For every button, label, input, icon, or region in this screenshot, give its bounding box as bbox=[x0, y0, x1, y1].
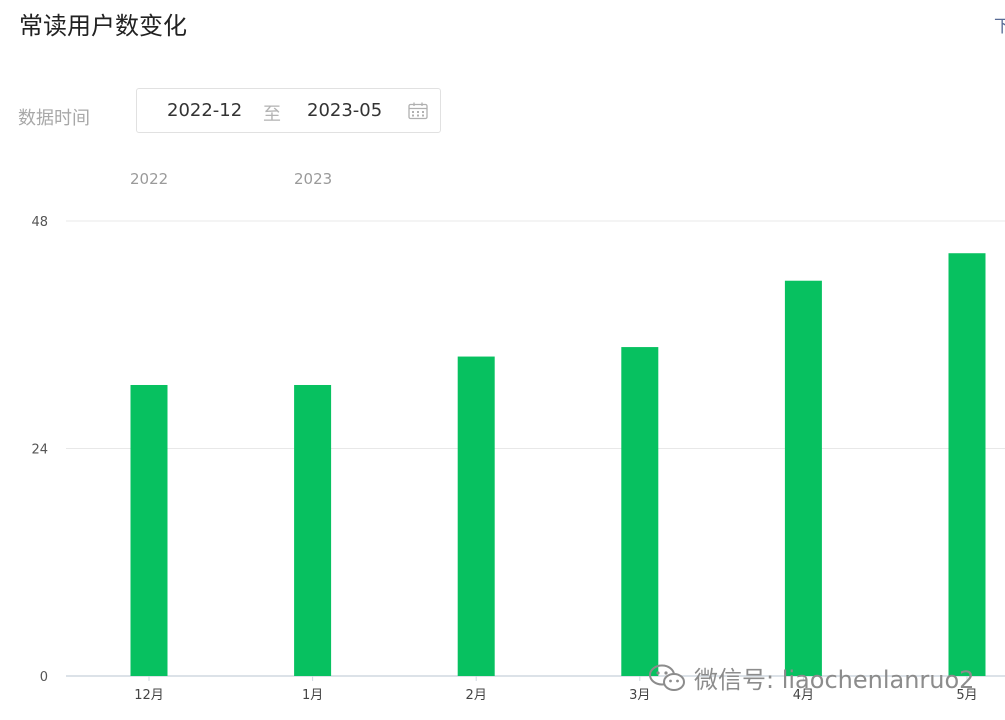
bar[interactable] bbox=[294, 385, 331, 676]
date-range-picker[interactable]: 2022-12 至 2023-05 bbox=[136, 88, 441, 133]
watermark: 微信号: liaochenlanruo2 bbox=[648, 660, 974, 695]
calendar-icon[interactable] bbox=[408, 102, 428, 120]
year-label-2022: 2022 bbox=[130, 170, 168, 188]
start-date-input[interactable]: 2022-12 bbox=[167, 100, 242, 121]
download-link[interactable]: 下 bbox=[994, 12, 1005, 37]
date-filter-label: 数据时间 bbox=[18, 104, 90, 130]
x-tick-label: 12月 bbox=[134, 688, 164, 703]
wechat-icon bbox=[648, 663, 686, 693]
year-label-2023: 2023 bbox=[294, 170, 332, 188]
bar[interactable] bbox=[458, 357, 495, 676]
bar[interactable] bbox=[785, 281, 822, 676]
bar[interactable] bbox=[949, 253, 986, 676]
bar[interactable] bbox=[131, 385, 168, 676]
date-separator: 至 bbox=[263, 100, 281, 126]
end-date-input[interactable]: 2023-05 bbox=[307, 100, 382, 121]
y-tick-label: 0 bbox=[40, 670, 48, 685]
x-tick-label: 1月 bbox=[302, 688, 323, 703]
y-tick-label: 48 bbox=[31, 215, 48, 230]
page-title: 常读用户数变化 bbox=[19, 6, 187, 41]
bar[interactable] bbox=[621, 347, 658, 676]
y-tick-label: 24 bbox=[31, 443, 48, 458]
watermark-text: 微信号: liaochenlanruo2 bbox=[694, 660, 974, 695]
x-tick-label: 2月 bbox=[466, 688, 487, 703]
